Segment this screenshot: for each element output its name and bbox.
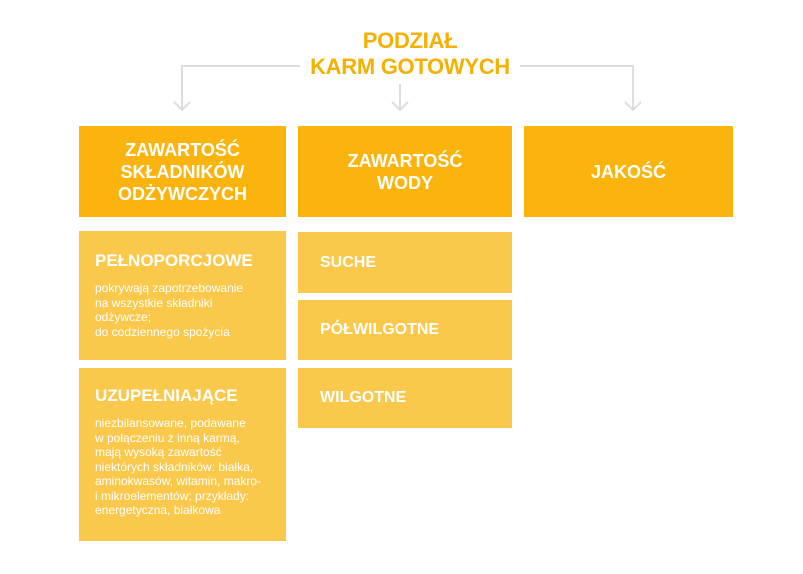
- header-quality: JAKOŚĆ: [524, 126, 733, 217]
- arrow-middle: [391, 84, 409, 112]
- box-complementary: UZUPEŁNIAJĄCE niezbilansowane, podawane w…: [79, 368, 286, 541]
- arrow-right: [520, 65, 642, 112]
- box-dry: SUCHE: [298, 232, 512, 293]
- header-nutrients: ZAWARTOŚĆ SKŁADNIKÓW ODŻYWCZYCH: [79, 126, 286, 217]
- header-water: ZAWARTOŚĆ WODY: [298, 126, 512, 217]
- arrow-left: [173, 65, 300, 112]
- box-wet: WILGOTNE: [298, 368, 512, 428]
- title-line: KARM GOTOWYCH: [310, 54, 510, 79]
- box-complete: PEŁNOPORCJOWE pokrywają zapotrzebowanie n…: [79, 231, 286, 360]
- box-semi-moist: PÓŁWILGOTNE: [298, 300, 512, 360]
- title-line: PODZIAŁ: [362, 28, 458, 53]
- diagram-title: PODZIAŁ KARM GOTOWYCH: [250, 28, 570, 80]
